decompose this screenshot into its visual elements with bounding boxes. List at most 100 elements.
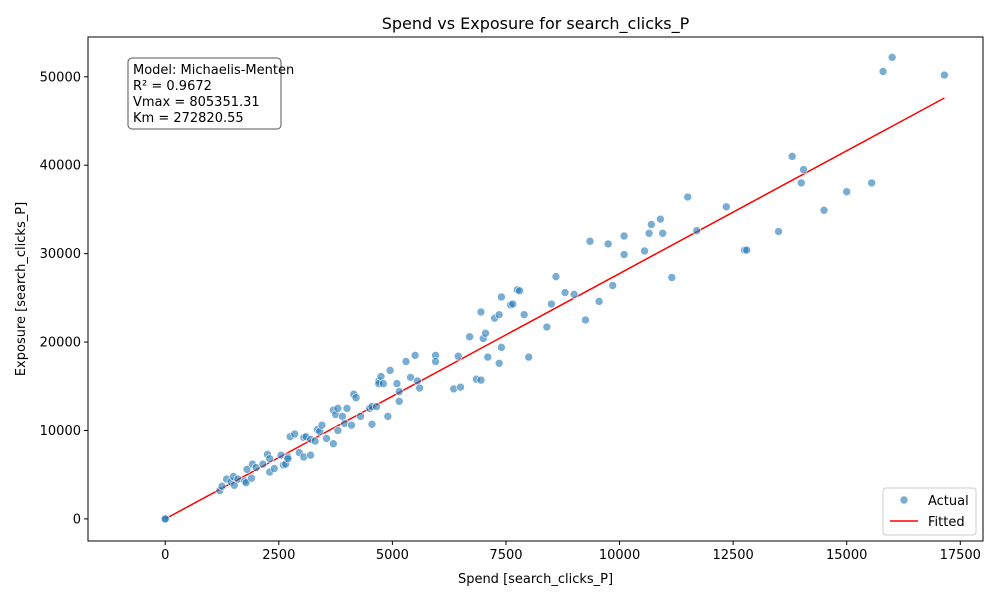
data-point bbox=[787, 152, 797, 161]
data-point bbox=[683, 192, 692, 202]
legend-actual-marker bbox=[899, 495, 909, 505]
data-point bbox=[333, 426, 343, 435]
data-point bbox=[269, 464, 279, 473]
data-point bbox=[878, 67, 888, 76]
data-point bbox=[329, 439, 338, 449]
data-point bbox=[394, 396, 404, 406]
data-point bbox=[742, 245, 752, 255]
data-point bbox=[644, 228, 654, 238]
data-point bbox=[415, 383, 424, 393]
data-point bbox=[383, 412, 393, 421]
data-point bbox=[310, 436, 320, 446]
data-point bbox=[524, 352, 533, 362]
data-point bbox=[497, 292, 506, 302]
data-point bbox=[456, 382, 465, 392]
data-point bbox=[494, 358, 504, 368]
data-point bbox=[774, 227, 783, 236]
data-point bbox=[413, 376, 422, 386]
x-tick-label: 7500 bbox=[489, 548, 522, 563]
data-point bbox=[867, 178, 876, 188]
data-point bbox=[317, 420, 327, 430]
data-point bbox=[619, 250, 629, 259]
plot-frame bbox=[87, 36, 984, 542]
data-point bbox=[410, 351, 420, 360]
data-point bbox=[394, 387, 404, 396]
data-point bbox=[481, 328, 490, 338]
data-point bbox=[799, 165, 808, 174]
data-point bbox=[347, 420, 356, 430]
y-tick-label: 40000 bbox=[40, 159, 81, 174]
data-point bbox=[594, 297, 604, 306]
y-tick-label: 10000 bbox=[40, 424, 81, 439]
data-point bbox=[560, 288, 570, 297]
data-point bbox=[476, 307, 486, 317]
y-tick-label: 20000 bbox=[40, 336, 81, 351]
data-point bbox=[508, 299, 518, 309]
x-tick-label: 17500 bbox=[940, 548, 981, 563]
data-point bbox=[160, 514, 170, 524]
data-point bbox=[796, 178, 806, 188]
chart-title: Spend vs Exposure for search_clicks_P bbox=[382, 14, 690, 34]
x-tick-label: 10000 bbox=[599, 548, 640, 563]
annotation-vmax: Vmax = 805351.31 bbox=[133, 95, 260, 110]
data-point bbox=[333, 404, 343, 413]
data-point bbox=[453, 351, 463, 361]
data-point bbox=[842, 187, 852, 197]
data-point bbox=[283, 454, 293, 464]
data-point bbox=[372, 402, 381, 411]
y-axis-label: Exposure [search_clicks_P] bbox=[14, 202, 29, 376]
data-point bbox=[290, 429, 300, 439]
fitted-line bbox=[164, 97, 945, 520]
data-point bbox=[551, 272, 561, 281]
data-point bbox=[356, 412, 365, 421]
data-point bbox=[515, 286, 524, 296]
annotation-model: Model: Michaelis-Menten bbox=[133, 63, 294, 78]
x-axis-label: Spend [search_clicks_P] bbox=[458, 572, 613, 587]
data-point bbox=[585, 236, 595, 246]
data-point bbox=[217, 481, 227, 491]
data-point bbox=[251, 463, 261, 472]
data-point bbox=[406, 373, 415, 382]
data-point bbox=[379, 379, 388, 388]
annotation-box: Model: Michaelis-Menten R² = 0.9672 Vmax… bbox=[127, 57, 294, 130]
y-tick-label: 30000 bbox=[40, 247, 81, 262]
data-point bbox=[581, 315, 590, 325]
data-point bbox=[322, 434, 331, 443]
data-point bbox=[242, 465, 252, 474]
data-point bbox=[306, 450, 315, 460]
data-point bbox=[940, 70, 949, 80]
data-point bbox=[258, 459, 268, 469]
legend-fitted-label: Fitted bbox=[928, 515, 965, 530]
data-point bbox=[338, 412, 347, 421]
x-tick-label: 5000 bbox=[376, 548, 409, 563]
data-point bbox=[367, 419, 377, 429]
data-point bbox=[667, 273, 677, 282]
annotation-frame bbox=[127, 57, 282, 130]
actual-series bbox=[160, 53, 949, 524]
data-point bbox=[692, 226, 702, 235]
y-tick-label: 50000 bbox=[40, 70, 81, 85]
x-tick-label: 15000 bbox=[826, 548, 867, 563]
data-point bbox=[376, 372, 386, 381]
y-axis: 0 10000 20000 30000 40000 50000 bbox=[40, 70, 88, 527]
data-point bbox=[569, 290, 579, 299]
data-point bbox=[342, 404, 352, 413]
fitted-series bbox=[164, 97, 945, 520]
data-point bbox=[483, 352, 493, 362]
data-point bbox=[519, 310, 529, 319]
data-point bbox=[494, 310, 504, 319]
x-axis: 0 2500 5000 7500 10000 12500 15000 17500 bbox=[161, 541, 981, 563]
y-tick-label: 0 bbox=[73, 512, 81, 527]
data-point bbox=[658, 228, 668, 238]
data-point bbox=[608, 281, 618, 290]
data-point bbox=[351, 393, 361, 403]
data-point bbox=[547, 299, 556, 309]
data-point bbox=[385, 366, 395, 375]
data-point bbox=[656, 214, 665, 224]
data-point bbox=[640, 246, 649, 256]
data-point bbox=[887, 53, 897, 62]
legend-actual-label: Actual bbox=[928, 494, 969, 509]
data-point bbox=[819, 206, 829, 215]
x-tick-label: 0 bbox=[161, 548, 169, 563]
